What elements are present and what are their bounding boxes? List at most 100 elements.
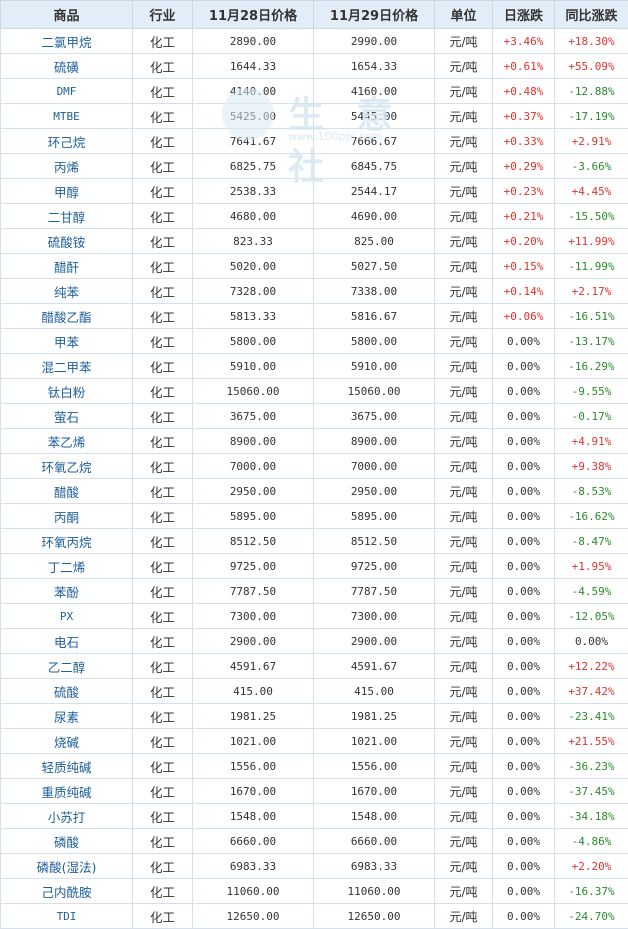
price-nov28-cell: 5895.00 bbox=[192, 503, 314, 529]
industry-cell: 化工 bbox=[132, 678, 193, 704]
product-name-link[interactable]: 硫酸铵 bbox=[0, 228, 133, 254]
price-nov28-cell: 1644.33 bbox=[192, 53, 314, 79]
price-nov28-cell: 6825.75 bbox=[192, 153, 314, 179]
price-nov28-cell: 15060.00 bbox=[192, 378, 314, 404]
product-name-link[interactable]: 轻质纯碱 bbox=[0, 753, 133, 779]
table-row: 乙二醇 化工 4591.67 4591.67 元/吨 0.00% +12.22% bbox=[0, 653, 628, 679]
col-header-price-nov29[interactable]: 11月29日价格 bbox=[313, 0, 435, 29]
product-name-link[interactable]: 甲醇 bbox=[0, 178, 133, 204]
price-nov29-cell: 12650.00 bbox=[313, 903, 435, 929]
daily-change-cell: +0.15% bbox=[492, 253, 555, 279]
product-name-link[interactable]: 丁二烯 bbox=[0, 553, 133, 579]
price-nov28-cell: 11060.00 bbox=[192, 878, 314, 904]
product-name-link[interactable]: 尿素 bbox=[0, 703, 133, 729]
product-name-link[interactable]: 二甘醇 bbox=[0, 203, 133, 229]
daily-change-cell: 0.00% bbox=[492, 828, 555, 854]
yoy-change-cell: -23.41% bbox=[554, 703, 628, 729]
product-name-link[interactable]: PX bbox=[0, 603, 133, 629]
price-nov28-cell: 8512.50 bbox=[192, 528, 314, 554]
price-nov29-cell: 1021.00 bbox=[313, 728, 435, 754]
product-name-link[interactable]: 丙酮 bbox=[0, 503, 133, 529]
daily-change-cell: 0.00% bbox=[492, 778, 555, 804]
daily-change-cell: 0.00% bbox=[492, 703, 555, 729]
product-name-link[interactable]: MTBE bbox=[0, 103, 133, 129]
product-name-link[interactable]: 重质纯碱 bbox=[0, 778, 133, 804]
table-row: 萤石 化工 3675.00 3675.00 元/吨 0.00% -0.17% bbox=[0, 403, 628, 429]
product-name-link[interactable]: 丙烯 bbox=[0, 153, 133, 179]
daily-change-cell: +0.23% bbox=[492, 178, 555, 204]
col-header-unit[interactable]: 单位 bbox=[434, 0, 493, 29]
product-name-link[interactable]: 环氧丙烷 bbox=[0, 528, 133, 554]
unit-cell: 元/吨 bbox=[434, 328, 493, 354]
product-name-link[interactable]: DMF bbox=[0, 78, 133, 104]
unit-cell: 元/吨 bbox=[434, 753, 493, 779]
price-nov28-cell: 2950.00 bbox=[192, 478, 314, 504]
price-nov29-cell: 3675.00 bbox=[313, 403, 435, 429]
price-nov29-cell: 4160.00 bbox=[313, 78, 435, 104]
industry-cell: 化工 bbox=[132, 253, 193, 279]
product-name-link[interactable]: 烧碱 bbox=[0, 728, 133, 754]
table-row: 丙烯 化工 6825.75 6845.75 元/吨 +0.29% -3.66% bbox=[0, 153, 628, 179]
product-name-link[interactable]: 硫磺 bbox=[0, 53, 133, 79]
table-row: 硫酸铵 化工 823.33 825.00 元/吨 +0.20% +11.99% bbox=[0, 228, 628, 254]
product-name-link[interactable]: 环氧乙烷 bbox=[0, 453, 133, 479]
yoy-change-cell: +2.17% bbox=[554, 278, 628, 304]
industry-cell: 化工 bbox=[132, 278, 193, 304]
price-nov28-cell: 4680.00 bbox=[192, 203, 314, 229]
product-name-link[interactable]: 苯乙烯 bbox=[0, 428, 133, 454]
product-name-link[interactable]: 乙二醇 bbox=[0, 653, 133, 679]
table-row: MTBE 化工 5425.00 5445.00 元/吨 +0.37% -17.19% bbox=[0, 103, 628, 129]
daily-change-cell: +0.37% bbox=[492, 103, 555, 129]
table-row: 丙酮 化工 5895.00 5895.00 元/吨 0.00% -16.62% bbox=[0, 503, 628, 529]
industry-cell: 化工 bbox=[132, 653, 193, 679]
product-name-link[interactable]: 硫酸 bbox=[0, 678, 133, 704]
yoy-change-cell: +2.91% bbox=[554, 128, 628, 154]
product-name-link[interactable]: 电石 bbox=[0, 628, 133, 654]
table-row: 醋酸 化工 2950.00 2950.00 元/吨 0.00% -8.53% bbox=[0, 478, 628, 504]
col-header-price-nov28[interactable]: 11月28日价格 bbox=[192, 0, 314, 29]
product-name-link[interactable]: 醋酐 bbox=[0, 253, 133, 279]
product-name-link[interactable]: 二氯甲烷 bbox=[0, 28, 133, 54]
product-name-link[interactable]: 纯苯 bbox=[0, 278, 133, 304]
industry-cell: 化工 bbox=[132, 228, 193, 254]
yoy-change-cell: -16.62% bbox=[554, 503, 628, 529]
industry-cell: 化工 bbox=[132, 328, 193, 354]
price-nov28-cell: 7000.00 bbox=[192, 453, 314, 479]
yoy-change-cell: +18.30% bbox=[554, 28, 628, 54]
daily-change-cell: 0.00% bbox=[492, 578, 555, 604]
product-name-link[interactable]: 萤石 bbox=[0, 403, 133, 429]
product-name-link[interactable]: 磷酸 bbox=[0, 828, 133, 854]
product-name-link[interactable]: TDI bbox=[0, 903, 133, 929]
product-name-link[interactable]: 混二甲苯 bbox=[0, 353, 133, 379]
product-name-link[interactable]: 醋酸 bbox=[0, 478, 133, 504]
table-row: DMF 化工 4140.00 4160.00 元/吨 +0.48% -12.88% bbox=[0, 78, 628, 104]
product-name-link[interactable]: 小苏打 bbox=[0, 803, 133, 829]
table-row: 苯乙烯 化工 8900.00 8900.00 元/吨 0.00% +4.91% bbox=[0, 428, 628, 454]
daily-change-cell: +0.48% bbox=[492, 78, 555, 104]
product-name-link[interactable]: 己内酰胺 bbox=[0, 878, 133, 904]
daily-change-cell: 0.00% bbox=[492, 653, 555, 679]
product-name-link[interactable]: 醋酸乙酯 bbox=[0, 303, 133, 329]
product-name-link[interactable]: 磷酸(湿法) bbox=[0, 853, 133, 879]
industry-cell: 化工 bbox=[132, 753, 193, 779]
col-header-product[interactable]: 商品 bbox=[0, 0, 133, 29]
daily-change-cell: 0.00% bbox=[492, 503, 555, 529]
product-name-link[interactable]: 环己烷 bbox=[0, 128, 133, 154]
col-header-industry[interactable]: 行业 bbox=[132, 0, 193, 29]
product-name-link[interactable]: 苯酚 bbox=[0, 578, 133, 604]
industry-cell: 化工 bbox=[132, 553, 193, 579]
price-nov28-cell: 9725.00 bbox=[192, 553, 314, 579]
table-row: 苯酚 化工 7787.50 7787.50 元/吨 0.00% -4.59% bbox=[0, 578, 628, 604]
table-row: 磷酸(湿法) 化工 6983.33 6983.33 元/吨 0.00% +2.20% bbox=[0, 853, 628, 879]
product-name-link[interactable]: 甲苯 bbox=[0, 328, 133, 354]
col-header-daily-change[interactable]: 日涨跌 bbox=[492, 0, 555, 29]
yoy-change-cell: -16.29% bbox=[554, 353, 628, 379]
industry-cell: 化工 bbox=[132, 403, 193, 429]
yoy-change-cell: +21.55% bbox=[554, 728, 628, 754]
price-nov29-cell: 5816.67 bbox=[313, 303, 435, 329]
yoy-change-cell: -12.88% bbox=[554, 78, 628, 104]
product-name-link[interactable]: 钛白粉 bbox=[0, 378, 133, 404]
unit-cell: 元/吨 bbox=[434, 103, 493, 129]
col-header-yoy-change[interactable]: 同比涨跌 bbox=[554, 0, 628, 29]
yoy-change-cell: +12.22% bbox=[554, 653, 628, 679]
